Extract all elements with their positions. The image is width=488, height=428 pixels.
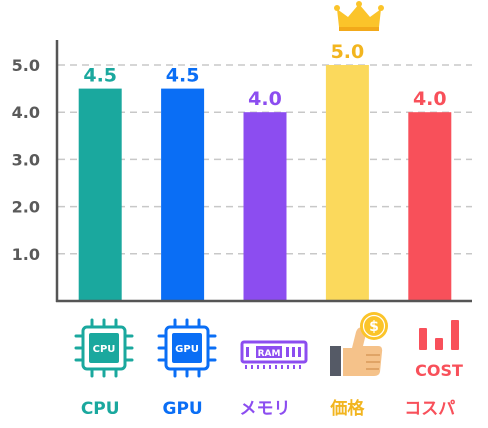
value-label: 5.0	[331, 41, 365, 63]
bars	[78, 65, 452, 301]
category-labels: CPU GPU メモリ 価格 コスパ	[81, 398, 455, 419]
value-label: 4.0	[413, 88, 447, 110]
bar	[408, 112, 452, 301]
gpu-chip-icon: GPU	[157, 318, 217, 378]
value-label: 4.0	[248, 88, 282, 110]
category-label: メモリ	[240, 399, 291, 419]
bar	[325, 65, 369, 301]
crown-icon	[334, 1, 384, 31]
thumbs-up-coin-icon: $	[330, 312, 388, 376]
category-label: GPU	[162, 399, 202, 419]
y-tick-label: 1.0	[12, 245, 40, 264]
bar	[78, 88, 122, 301]
y-tick-label: 4.0	[12, 103, 40, 122]
gpu-icon-text: GPU	[175, 344, 199, 355]
category-label: 価格	[329, 398, 365, 419]
category-label: CPU	[81, 399, 120, 419]
cpu-icon-text: CPU	[93, 344, 116, 355]
y-tick-label: 3.0	[12, 150, 40, 169]
value-label: 4.5	[166, 65, 200, 87]
bar	[161, 88, 205, 301]
y-axis-ticks: 1.0 2.0 3.0 4.0 5.0	[12, 56, 40, 264]
y-tick-label: 2.0	[12, 198, 40, 217]
cost-icon-text: COST	[415, 361, 463, 380]
cpu-chip-icon: CPU	[74, 318, 134, 378]
y-tick-label: 5.0	[12, 56, 40, 75]
bar	[243, 112, 287, 301]
cost-bars-icon: COST	[415, 320, 463, 380]
ram-icon-text: RAM	[258, 349, 281, 359]
category-label: コスパ	[404, 399, 455, 419]
coin-icon-text: $	[369, 319, 379, 335]
value-labels: 4.5 4.5 4.0 5.0 4.0	[83, 41, 446, 110]
ram-module-icon: RAM	[240, 340, 308, 369]
value-label: 4.5	[83, 65, 117, 87]
